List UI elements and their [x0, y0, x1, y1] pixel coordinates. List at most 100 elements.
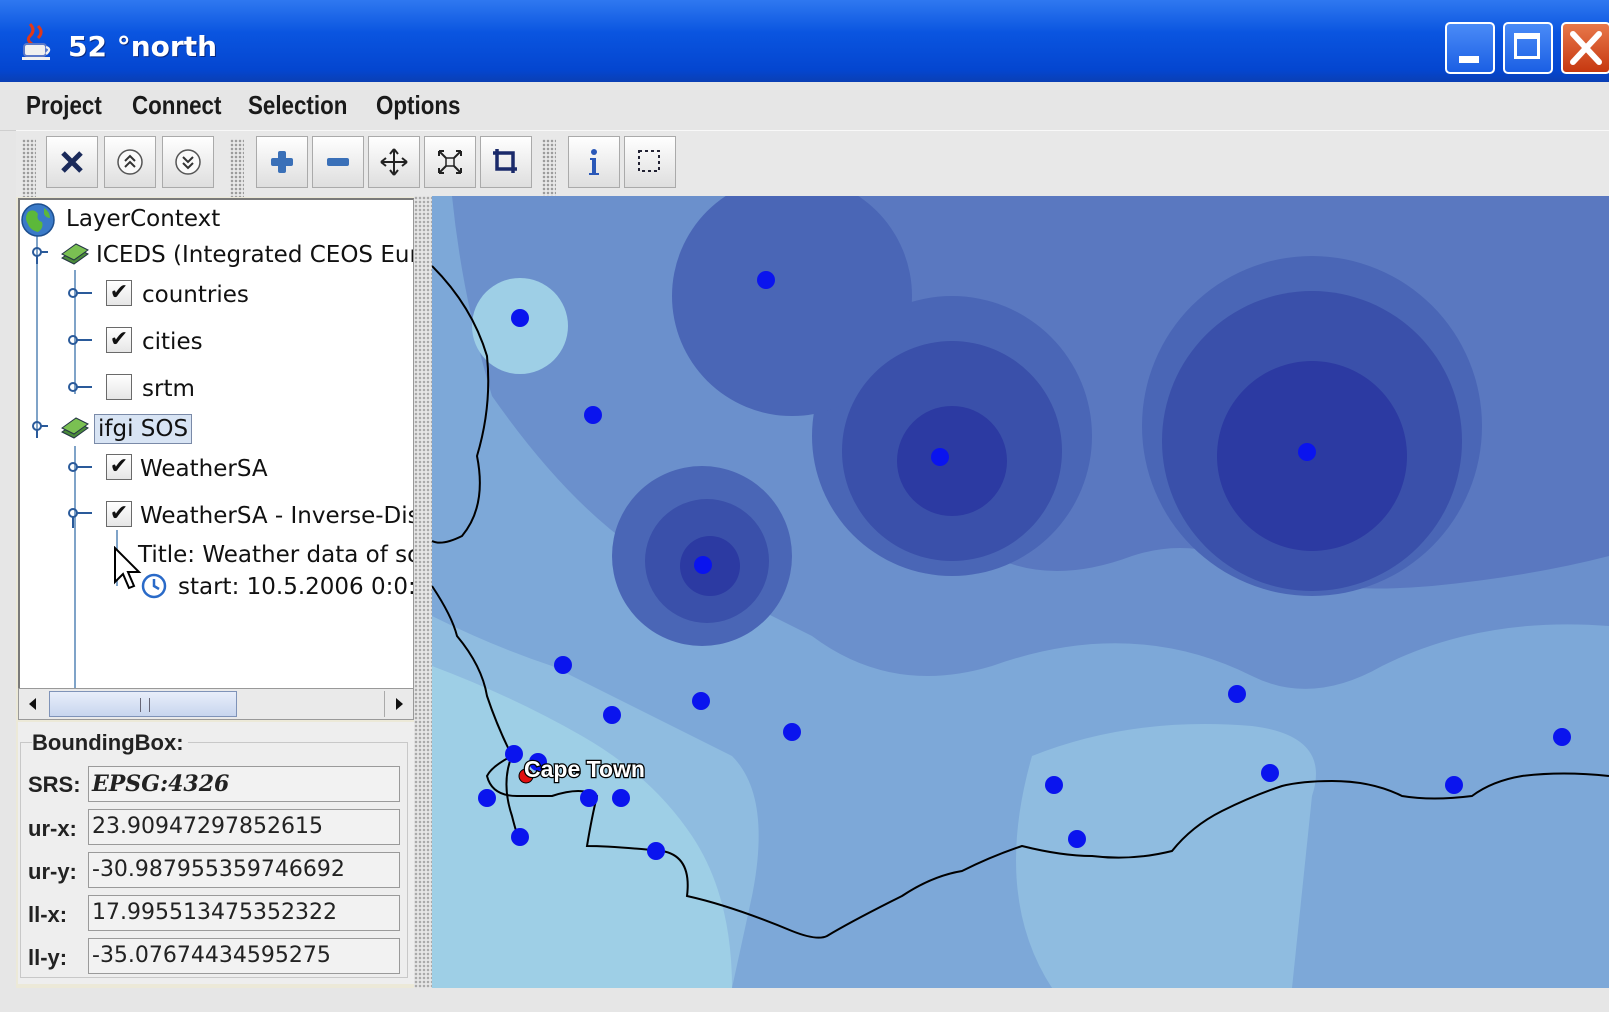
tree-layer-weathersa[interactable]: WeatherSA: [140, 456, 268, 482]
layer-checkbox-weathersa[interactable]: ✔: [106, 454, 132, 480]
x-icon: [61, 151, 83, 173]
station-point: [612, 789, 630, 807]
move-layer-down-button[interactable]: [162, 136, 214, 188]
tree-connector: [74, 446, 76, 702]
station-point: [783, 723, 801, 741]
tree-expand-handle[interactable]: [66, 380, 94, 394]
map-zone: [897, 406, 1007, 516]
select-button[interactable]: [624, 136, 676, 188]
window-bottom-border: [0, 988, 1609, 1012]
layer-checkbox-weathersa-idw[interactable]: ✔: [106, 501, 132, 527]
scroll-right-button[interactable]: [384, 691, 409, 717]
title-bar: 52 °north: [0, 0, 1609, 82]
ury-label: ur-y:: [28, 859, 77, 884]
plus-icon: [271, 151, 293, 173]
maximize-button[interactable]: [1503, 22, 1553, 74]
tree-service-ifgi-sos[interactable]: ifgi SOS: [94, 414, 193, 444]
ury-field[interactable]: -30.987955359746692: [88, 852, 400, 888]
srs-field[interactable]: EPSG:4326: [88, 766, 400, 802]
toolbar-grip[interactable]: [542, 139, 556, 197]
layer-stack-icon: [61, 417, 89, 439]
tree-layer-cities[interactable]: cities: [142, 329, 203, 355]
window-title: 52 °north: [68, 30, 218, 63]
menu-selection[interactable]: Selection: [248, 90, 348, 120]
tree-expand-handle[interactable]: [66, 506, 94, 528]
map-zone: [672, 196, 912, 416]
tree-detail-start: start: 10.5.2006 0:0:0.: [178, 574, 414, 600]
split-pane-divider[interactable]: [414, 196, 432, 1012]
globe-icon: [21, 203, 55, 237]
zoom-in-button[interactable]: [256, 136, 308, 188]
tree-layer-srtm[interactable]: srtm: [142, 376, 195, 402]
tree-expand-handle[interactable]: [28, 246, 48, 266]
close-button[interactable]: [1561, 22, 1609, 74]
lly-field[interactable]: -35.07674434595275: [88, 938, 400, 974]
info-button[interactable]: [568, 136, 620, 188]
city-marker: [518, 768, 534, 784]
layer-tree[interactable]: LayerContext ICEDS (Integrated CEOS Eur …: [18, 198, 414, 704]
menu-bar: Project Connect Selection Options: [0, 82, 1609, 131]
mouse-cursor-icon: [114, 546, 142, 590]
station-point: [1553, 728, 1571, 746]
toolbar-grip[interactable]: [230, 139, 244, 197]
minus-icon: [327, 158, 349, 166]
tree-horizontal-scrollbar[interactable]: [18, 688, 414, 720]
tree-service-iceds[interactable]: ICEDS (Integrated CEOS Eur: [96, 242, 414, 268]
zoom-out-button[interactable]: [312, 136, 364, 188]
maximize-icon: [1514, 33, 1540, 59]
minimize-button[interactable]: [1445, 22, 1495, 74]
minimize-icon: [1459, 56, 1479, 63]
tree-layer-countries[interactable]: countries: [142, 282, 249, 308]
move-arrows-icon: [380, 148, 408, 176]
scroll-left-icon[interactable]: [23, 695, 43, 713]
station-point: [694, 556, 712, 574]
bounding-box-panel: BoundingBox: SRS: EPSG:4326 ur-x: 23.909…: [18, 722, 414, 984]
remove-layer-button[interactable]: [46, 136, 98, 188]
menu-project[interactable]: Project: [26, 90, 102, 120]
station-point: [584, 406, 602, 424]
tree-expand-handle[interactable]: [28, 420, 48, 440]
llx-field[interactable]: 17.995513475352322: [88, 895, 400, 931]
thumb-grip: [140, 698, 150, 712]
city-label: Cape Town: [524, 756, 645, 782]
srs-label: SRS:: [28, 772, 81, 797]
interpolation-map: Cape Town: [432, 196, 1609, 988]
double-chevron-down-icon: [175, 149, 201, 175]
scrollbar-thumb[interactable]: [49, 691, 237, 717]
station-point: [1298, 443, 1316, 461]
tree-expand-handle[interactable]: [66, 286, 94, 300]
station-point: [931, 448, 949, 466]
coastline: [432, 265, 1609, 939]
station-point: [692, 692, 710, 710]
dashed-select-icon: [638, 150, 660, 172]
move-layer-up-button[interactable]: [104, 136, 156, 188]
station-point: [1261, 764, 1279, 782]
tree-root-label[interactable]: LayerContext: [66, 206, 221, 232]
tree-layer-weathersa-idw[interactable]: WeatherSA - Inverse-Dist: [140, 503, 414, 529]
station-point: [529, 753, 547, 771]
station-point: [647, 842, 665, 860]
llx-label: ll-x:: [28, 902, 68, 927]
toolbar-grip[interactable]: [22, 139, 36, 197]
station-point: [1068, 830, 1086, 848]
map-view[interactable]: Cape Town: [432, 196, 1609, 988]
station-point: [478, 789, 496, 807]
tree-expand-handle[interactable]: [66, 460, 94, 474]
station-point: [1045, 776, 1063, 794]
layer-checkbox-cities[interactable]: ✔: [106, 327, 132, 353]
pan-button[interactable]: [368, 136, 420, 188]
menu-options[interactable]: Options: [376, 90, 461, 120]
full-extent-button[interactable]: [424, 136, 476, 188]
menu-connect[interactable]: Connect: [132, 90, 222, 120]
layer-checkbox-countries[interactable]: ✔: [106, 280, 132, 306]
scroll-right-icon: [396, 698, 403, 710]
urx-field[interactable]: 23.90947297852615: [88, 809, 400, 845]
tree-expand-handle[interactable]: [66, 333, 94, 347]
station-point: [757, 271, 775, 289]
layer-checkbox-srtm[interactable]: [106, 374, 132, 400]
bbox-heading: BoundingBox:: [32, 730, 188, 756]
tree-connector: [36, 236, 38, 432]
zoom-extent-icon: [438, 150, 462, 174]
zoom-box-button[interactable]: [480, 136, 532, 188]
double-chevron-up-icon: [117, 149, 143, 175]
